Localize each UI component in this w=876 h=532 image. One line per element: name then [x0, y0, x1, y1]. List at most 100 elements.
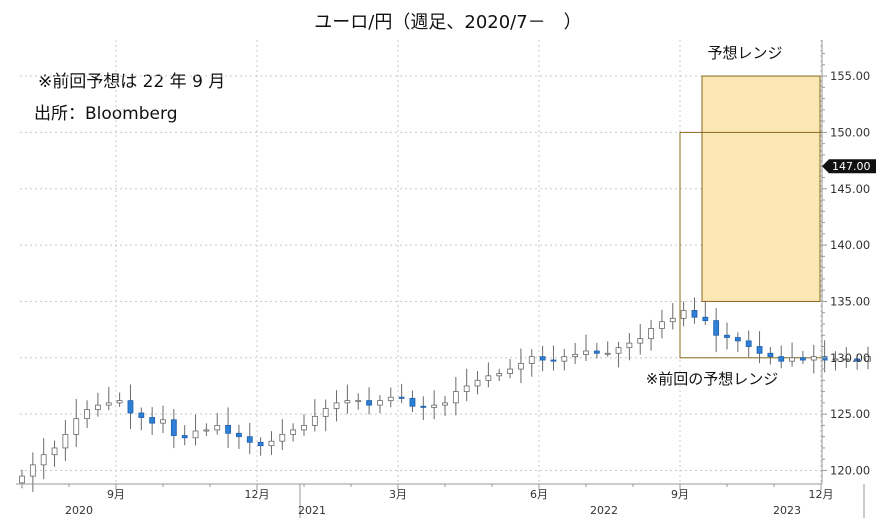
candle-body [854, 358, 861, 362]
candle-body [311, 415, 318, 426]
candle-body [550, 359, 557, 362]
candle-body [268, 440, 275, 447]
candle [344, 384, 351, 414]
candle [572, 342, 579, 365]
candle-body [73, 418, 80, 435]
x-year-label: 2021 [298, 504, 326, 517]
x-year-label: 2020 [65, 504, 93, 517]
candle-body [604, 352, 611, 355]
candle-body [257, 441, 264, 447]
candle-body [387, 396, 394, 402]
candle [496, 368, 503, 382]
forecast-range-layer: 予想レンジ ※前回の予想レンジ [646, 44, 823, 388]
candle [40, 438, 47, 480]
x-month-label: 3月 [389, 488, 407, 501]
x-month-label: 12月 [809, 488, 834, 501]
candle-body [637, 338, 644, 344]
candle [279, 419, 286, 450]
y-tick-label: 130.00 [830, 351, 870, 365]
candle [463, 368, 470, 402]
candle [843, 347, 850, 368]
candle-body [192, 430, 199, 439]
candle [366, 387, 372, 415]
candle [138, 407, 145, 431]
candle-body [160, 419, 166, 424]
candle-body [116, 400, 123, 404]
candle-body [821, 356, 828, 361]
candle [192, 414, 199, 446]
candle-body [29, 464, 36, 477]
candle [29, 452, 36, 492]
note-source: 出所：Bloomberg [34, 104, 177, 124]
candle-body [344, 400, 351, 404]
candle-body [105, 402, 112, 406]
candle [778, 345, 785, 369]
candle [355, 393, 362, 410]
candle [865, 346, 871, 370]
candle [659, 309, 665, 339]
candle [626, 333, 633, 361]
candle [51, 440, 58, 467]
forecast-range-box [701, 75, 821, 302]
candle-body [95, 404, 101, 411]
candle [800, 350, 806, 365]
candle-body [615, 347, 622, 354]
candle [452, 376, 459, 416]
candle-body [355, 400, 362, 403]
candle [648, 319, 654, 351]
candle-body [279, 434, 286, 442]
note-previous-forecast: ※前回予想は 22 年 9 月 [38, 72, 225, 92]
candle [214, 413, 221, 435]
candle-body [593, 350, 600, 354]
candle [691, 297, 698, 324]
candle [485, 362, 492, 388]
candle [246, 422, 253, 455]
candle-body [800, 357, 806, 361]
candle [583, 334, 589, 362]
candle-body [528, 356, 535, 364]
candle [669, 303, 676, 330]
candle-body [452, 391, 459, 404]
candle [268, 431, 275, 455]
candle-body [778, 356, 785, 362]
candle-body [572, 354, 579, 358]
candle-body [431, 404, 438, 408]
candle [420, 396, 427, 421]
y-tick-label: 155.00 [830, 69, 870, 83]
candle [84, 400, 90, 429]
candle-body [51, 447, 58, 456]
candle [561, 348, 568, 371]
last-price-marker [822, 159, 876, 174]
candle [398, 383, 405, 404]
candle-body [463, 385, 470, 392]
candle [518, 348, 524, 384]
candle [333, 390, 340, 422]
candle-body [843, 358, 850, 361]
candle-body [474, 379, 481, 387]
candle [322, 399, 329, 432]
candle-body [496, 373, 503, 377]
x-month-label: 12月 [245, 488, 270, 501]
candle-body [669, 317, 676, 323]
candle [257, 437, 264, 456]
candle [474, 371, 481, 395]
candle-body [333, 402, 340, 409]
candle [528, 349, 535, 377]
candle-body [810, 356, 817, 361]
candle [116, 392, 123, 407]
candle [756, 331, 763, 364]
candle-body [214, 425, 221, 431]
x-month-label: 9月 [671, 488, 689, 501]
candle [409, 390, 416, 412]
candle [550, 345, 557, 371]
candle [832, 351, 839, 371]
candle [702, 300, 709, 325]
candle-body [246, 436, 253, 443]
candle [160, 405, 166, 434]
candle-body [203, 429, 210, 432]
candle [149, 407, 156, 435]
candle-body [181, 435, 188, 439]
candle [810, 344, 817, 374]
candle [713, 308, 720, 353]
